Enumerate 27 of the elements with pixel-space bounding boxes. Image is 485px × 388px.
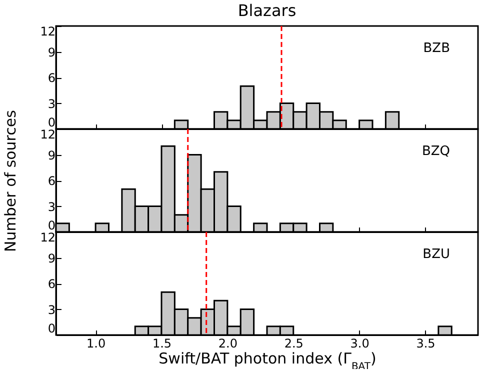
y-tick-label: 12 — [40, 230, 56, 244]
y-tick-label: 9 — [48, 45, 56, 60]
y-tick-label: 0 — [48, 322, 56, 336]
y-tick-label: 6 — [48, 71, 56, 85]
x-tick-label: 3.0 — [350, 336, 370, 350]
y-tick-label: 0 — [48, 218, 56, 232]
chart-title: Blazars — [238, 1, 296, 20]
x-axis-title: Swift/BAT photon index (Γ$_{BAT}$) — [158, 350, 376, 372]
annotation: BZB — [423, 41, 450, 56]
y-tick-label: 6 — [48, 174, 56, 188]
y-tick-label: 12 — [40, 24, 56, 38]
y-tick-label: 3 — [48, 302, 56, 317]
x-tick-label: 3.5 — [416, 336, 436, 350]
y-axis-title: Number of sources — [2, 110, 20, 252]
annotation: BZQ — [422, 144, 450, 159]
x-tick-label: 2.5 — [284, 336, 304, 350]
y-tick-label: 3 — [48, 200, 56, 214]
x-tick-label: 1.5 — [152, 336, 172, 350]
y-tick-label: 12 — [40, 128, 56, 142]
annotation: BZU — [422, 247, 450, 262]
x-tick-label: 1.0 — [86, 336, 106, 350]
y-tick-label: 9 — [48, 251, 56, 266]
y-tick-label: 9 — [48, 148, 56, 162]
y-tick-label: 0 — [48, 116, 56, 130]
y-tick-label: 3 — [48, 96, 56, 111]
y-tick-label: 6 — [48, 277, 56, 291]
x-tick-label: 2.0 — [218, 336, 238, 350]
